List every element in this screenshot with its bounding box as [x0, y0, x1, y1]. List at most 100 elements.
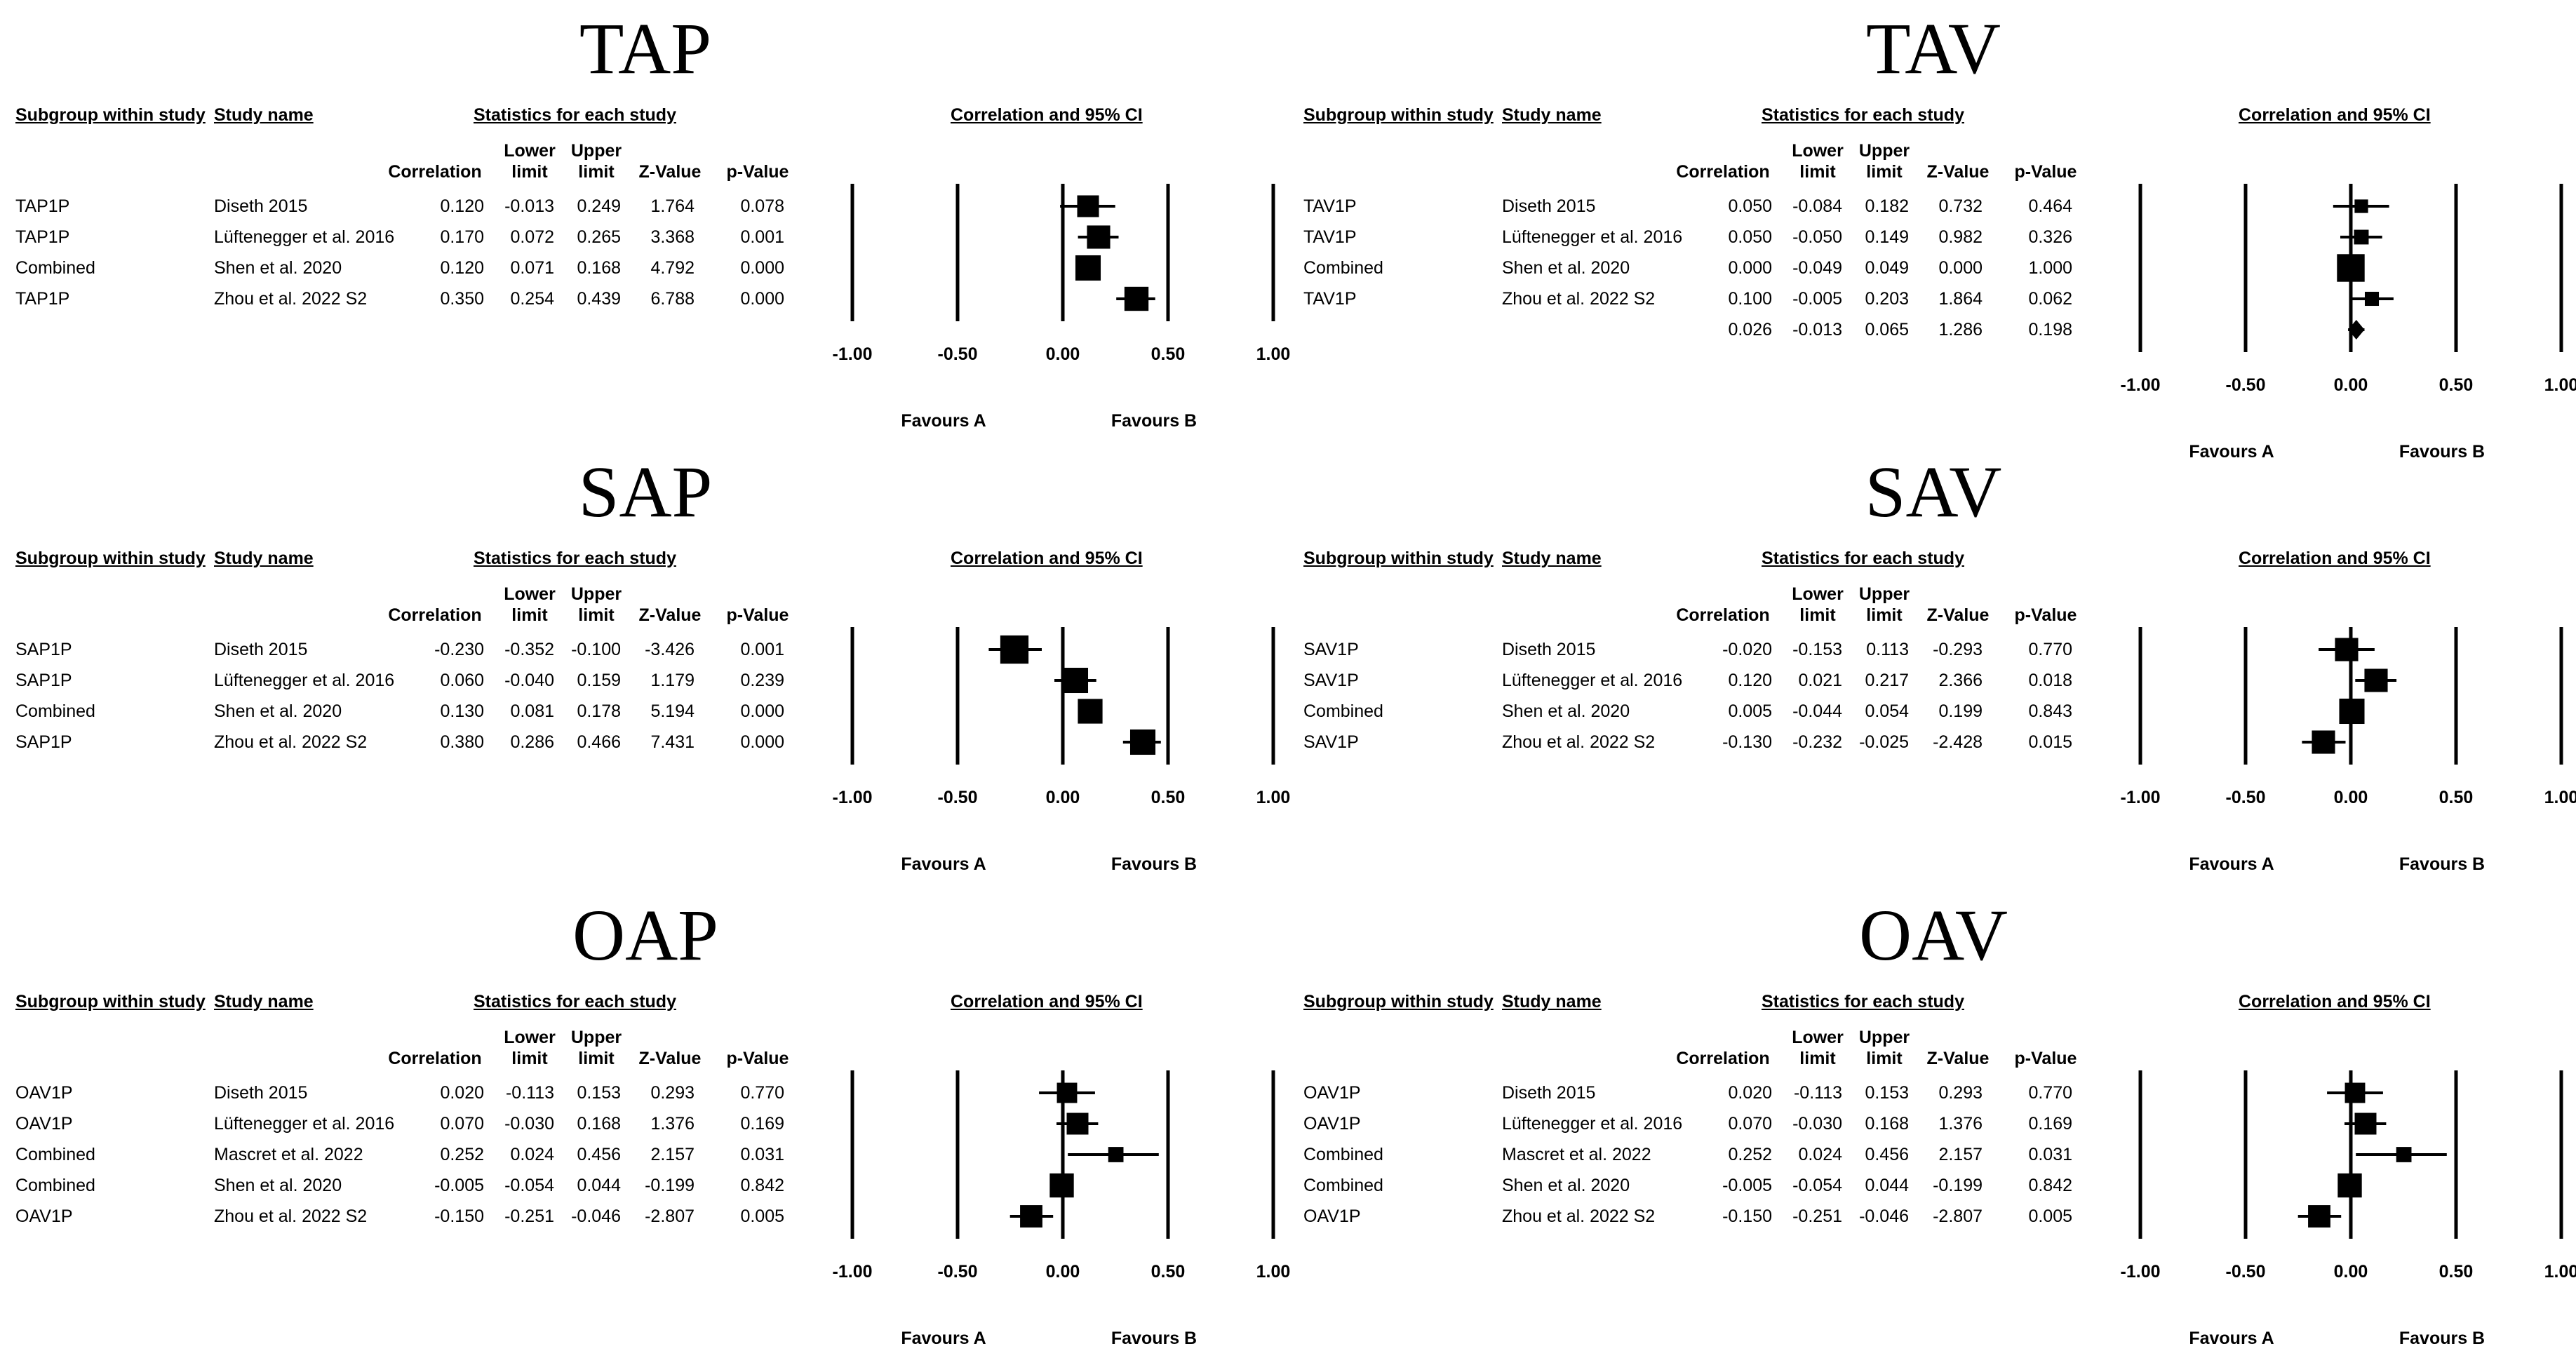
lower-limit-cell: -0.040	[504, 671, 554, 690]
z-value-cell: -3.426	[645, 640, 695, 659]
effect-marker	[1075, 255, 1101, 281]
subgroup-header: Subgroup within study	[15, 992, 206, 1011]
lower-limit-col-header: Lower limit	[495, 584, 565, 626]
subgroup-header: Subgroup within study	[15, 549, 206, 568]
upper-limit-col-header-line1: Upper	[1858, 1028, 1910, 1047]
upper-limit-cell: 0.182	[1865, 196, 1909, 216]
p-value-cell: 0.842	[2028, 1176, 2072, 1195]
table-row: SAP1P Lüftenegger et al. 2016 0.060 -0.040 0…	[0, 665, 814, 696]
table-row: TAP1P Lüftenegger et al. 2016 0.170 0.072 0.…	[0, 222, 814, 253]
subgroup-cell: TAV1P	[1303, 196, 1357, 216]
x-tick-label: 0.50	[1151, 788, 1186, 807]
correlation-cell: -0.020	[1722, 640, 1772, 659]
upper-limit-col-header: Upper limit	[1849, 1027, 1919, 1069]
lower-limit-col-header: Lower limit	[495, 140, 565, 182]
table-row: SAP1P Zhou et al. 2022 S2 0.380 0.286 0.466 7…	[0, 727, 814, 758]
study-name-header: Study name	[1502, 105, 1602, 125]
p-value-cell: 0.239	[740, 671, 784, 690]
upper-limit-col-header-line1: Upper	[570, 141, 622, 161]
subgroup-header: Subgroup within study	[1303, 549, 1494, 568]
correlation-cell: 0.005	[1728, 701, 1772, 721]
table-row: Combined Mascret et al. 2022 0.252 0.024 0.4…	[0, 1139, 814, 1170]
upper-limit-col-header: Upper limit	[561, 584, 631, 626]
effect-marker	[2364, 291, 2380, 307]
lower-limit-cell: -0.251	[504, 1206, 554, 1226]
table-row: Combined Shen et al. 2020 0.005 -0.044 0.054…	[1288, 696, 2102, 727]
upper-limit-cell: 0.439	[577, 289, 621, 309]
x-tick-label: 0.00	[2334, 788, 2368, 807]
correlation-cell: 0.252	[1728, 1145, 1772, 1164]
upper-limit-cell: 0.065	[1865, 320, 1909, 340]
upper-limit-cell: -0.025	[1859, 732, 1909, 752]
effect-marker	[1129, 729, 1156, 755]
upper-limit-cell: 0.466	[577, 732, 621, 752]
p-value-cell: 1.000	[2028, 258, 2072, 278]
correlation-cell: 0.120	[440, 258, 484, 278]
upper-limit-cell: 0.168	[577, 1114, 621, 1134]
subgroup-cell: SAP1P	[15, 671, 72, 690]
table-row: Combined Shen et al. 2020 -0.005 -0.054 0.04…	[0, 1170, 814, 1201]
lower-limit-cell: -0.013	[1792, 320, 1842, 340]
study-name-cell: Zhou et al. 2022 S2	[1502, 289, 1656, 309]
x-tick-label: -1.00	[833, 1262, 873, 1282]
lower-limit-cell: -0.044	[1792, 701, 1842, 721]
correlation-cell: 0.070	[1728, 1114, 1772, 1134]
x-tick-label: 1.00	[2544, 375, 2576, 395]
z-value-cell: -2.428	[1933, 732, 1983, 752]
z-value-cell: 1.864	[1938, 289, 1983, 309]
favours-a-label: Favours A	[901, 411, 986, 431]
effect-marker	[2344, 1082, 2366, 1103]
upper-limit-col-header: Upper limit	[561, 140, 631, 182]
correlation-cell: 0.070	[440, 1114, 484, 1134]
study-name-cell: Mascret et al. 2022	[214, 1145, 363, 1164]
subgroup-cell: SAV1P	[1303, 732, 1359, 752]
z-value-col-header: Z-Value	[1926, 605, 1990, 625]
x-tick-label: -0.50	[938, 788, 978, 807]
subgroup-cell: TAP1P	[15, 196, 70, 216]
subgroup-cell: SAP1P	[15, 640, 72, 659]
correlation-col-header: Correlation	[1676, 162, 1770, 182]
subgroup-cell: OAV1P	[15, 1206, 73, 1226]
study-name-cell: Shen et al. 2020	[1502, 1176, 1630, 1195]
x-tick-label: 0.00	[1046, 1262, 1080, 1282]
upper-limit-cell: 0.217	[1865, 671, 1909, 690]
subgroup-cell: OAV1P	[1303, 1083, 1361, 1103]
z-value-col-header: Z-Value	[638, 162, 702, 182]
lower-limit-col-header-line2: limit	[511, 162, 548, 182]
effect-marker	[2337, 1173, 2362, 1198]
p-value-cell: 0.018	[2028, 671, 2072, 690]
lower-limit-cell: 0.254	[510, 289, 554, 309]
lower-limit-col-header-line1: Lower	[1792, 141, 1844, 161]
z-value-col-header: Z-Value	[1926, 1049, 1990, 1068]
ci-header: Correlation and 95% CI	[2239, 549, 2431, 568]
effect-marker	[1000, 635, 1029, 664]
subgroup-cell: TAP1P	[15, 227, 70, 247]
lower-limit-col-header-line2: limit	[511, 605, 548, 625]
lower-limit-cell: 0.071	[510, 258, 554, 278]
z-value-cell: 1.764	[650, 196, 695, 216]
p-value-col-header: p-Value	[726, 605, 789, 625]
study-name-cell: Zhou et al. 2022 S2	[214, 289, 368, 309]
favours-a-label: Favours A	[2189, 442, 2274, 462]
table-row: Combined Shen et al. 2020 -0.005 -0.054 0.04…	[1288, 1170, 2102, 1201]
x-tick-label: -1.00	[2121, 1262, 2161, 1282]
lower-limit-cell: 0.072	[510, 227, 554, 247]
correlation-cell: 0.050	[1728, 227, 1772, 247]
study-name-header: Study name	[214, 992, 314, 1011]
z-value-cell: 0.982	[1938, 227, 1983, 247]
favours-b-label: Favours B	[2399, 442, 2485, 462]
upper-limit-cell: -0.046	[1859, 1206, 1909, 1226]
lower-limit-cell: 0.286	[510, 732, 554, 752]
upper-limit-col-header-line1: Upper	[1858, 584, 1910, 604]
lower-limit-col-header-line1: Lower	[1792, 1028, 1844, 1047]
correlation-cell: 0.120	[440, 196, 484, 216]
favours-b-label: Favours B	[1111, 411, 1197, 431]
correlation-col-header: Correlation	[1676, 1049, 1770, 1068]
z-value-cell: 7.431	[650, 732, 695, 752]
study-name-cell: Diseth 2015	[214, 1083, 308, 1103]
favours-a-label: Favours A	[2189, 854, 2274, 874]
subgroup-header: Subgroup within study	[1303, 105, 1494, 125]
table-row: OAV1P Zhou et al. 2022 S2 -0.150 -0.251 -0.0…	[0, 1201, 814, 1232]
ci-header: Correlation and 95% CI	[951, 992, 1143, 1011]
upper-limit-cell: 0.044	[577, 1176, 621, 1195]
